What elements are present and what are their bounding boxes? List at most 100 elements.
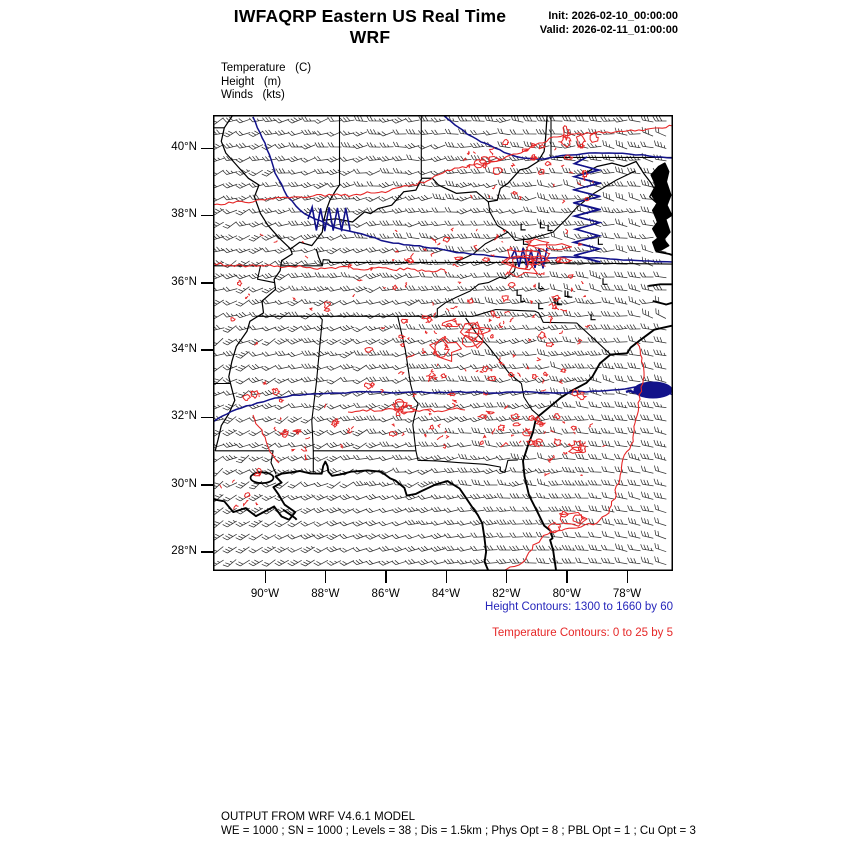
state-border (487, 170, 636, 242)
legend-line: Temperature (C) (221, 62, 312, 74)
lon-tick-mark (385, 571, 387, 583)
temperature-contour-loop (560, 136, 572, 148)
lon-tick-mark (626, 571, 629, 583)
chesapeake-bay (650, 162, 673, 252)
river (582, 160, 666, 211)
lon-tick-label: 78°W (612, 588, 642, 600)
temperature-contour-loop (530, 255, 551, 263)
height-contour-cluster (571, 156, 603, 263)
state-border (473, 308, 611, 355)
temperature-contour-loop (492, 167, 504, 175)
height-contours (213, 115, 673, 423)
temperature-contours (213, 124, 673, 571)
lon-tick-label: 86°W (371, 588, 400, 600)
state-border (397, 316, 419, 451)
temperature-contour-loop (459, 322, 481, 342)
lat-tick-mark (201, 416, 213, 419)
coastline (652, 300, 673, 306)
coastline (655, 250, 673, 256)
temperature-contour-loop (250, 389, 262, 399)
lat-tick-label: 36°N (171, 275, 197, 288)
lat-tick-label: 40°N (171, 141, 197, 153)
lon-tick-mark (324, 571, 327, 583)
temperature-contour-loop (473, 159, 488, 169)
state-border (215, 450, 277, 475)
valid-value: 2026-02-11_01:00:00 (572, 24, 678, 36)
valid-label: Valid: (539, 24, 570, 36)
temperature-contour-line (347, 407, 466, 413)
legend-line: Height (m) (221, 75, 282, 88)
temperature-contour-speckles (219, 138, 607, 510)
variables-legend: Temperature (C) Height (m) Winds (kts) (221, 62, 311, 103)
height-contour-line (252, 116, 673, 263)
coastline (213, 460, 490, 571)
coastline (522, 324, 673, 571)
temperature-contour-loop (468, 321, 484, 349)
lon-tick-label: 90°W (250, 588, 280, 600)
height-contour-caption: Height Contours: 1300 to 1660 by 60 (485, 601, 673, 613)
temperature-contour-loop (524, 238, 550, 247)
temperature-contour-line (502, 342, 645, 571)
state-border (313, 450, 518, 473)
lon-tick-mark (566, 571, 568, 583)
legend-line: Winds (kts) (221, 89, 285, 101)
lon-tick-label: 84°W (431, 588, 461, 600)
temperature-contour-loop (562, 125, 572, 141)
coastline (648, 283, 672, 287)
map-border (213, 115, 673, 571)
temperature-contour-loop (545, 243, 572, 251)
lat-tick-label: 38°N (171, 208, 197, 221)
temperature-contour-line (252, 414, 280, 464)
temperature-contour-caption: Temperature Contours: 0 to 25 by 5 (492, 627, 673, 639)
height-contour-line (213, 385, 673, 423)
lat-tick-label: 34°N (171, 342, 197, 355)
temperature-contour-loop (577, 444, 587, 454)
temperature-contour-loop (547, 521, 562, 534)
temperature-contour-loop (432, 338, 451, 359)
lat-tick-mark (201, 282, 213, 284)
init-value: 2026-02-10_00:00:00 (571, 10, 678, 22)
map-frame (213, 115, 673, 571)
lat-tick-mark (201, 484, 213, 486)
lat-tick-label: 30°N (171, 477, 197, 490)
page-title: IWFAQRP Eastern US Real Time WRF (233, 6, 507, 47)
footer-namelist-line: WE = 1000 ; SN = 1000 ; Levels = 38 ; Di… (221, 825, 696, 837)
lake-pontchartrain (249, 471, 275, 485)
height-contour-cluster (307, 206, 351, 232)
init-label: Init: (548, 10, 569, 22)
state-border (311, 315, 323, 473)
temperature-contour-loop (478, 156, 491, 165)
lon-tick-label: 80°W (552, 588, 581, 600)
river (315, 248, 323, 267)
river (214, 115, 293, 451)
river (323, 184, 341, 221)
temperature-contour-loop (567, 446, 584, 454)
temperature-contour-loop (242, 393, 251, 401)
footer-model-line: OUTPUT FROM WRF V4.6.1 MODEL (221, 811, 416, 823)
temperature-contour-loop (464, 327, 491, 335)
height-contour-line (442, 115, 673, 160)
lat-tick-label: 28°N (171, 544, 197, 557)
temperature-contour-loop (589, 131, 599, 144)
init-timestamp: Init: 2026-02-10_00:00:00 (540, 9, 678, 23)
temperature-contour-loop (428, 336, 463, 363)
map-canvas (213, 115, 673, 571)
temperature-contour-loop (461, 334, 483, 348)
state-border (436, 262, 517, 317)
temperature-contour-loop (397, 404, 416, 415)
lon-tick-mark (264, 571, 266, 583)
run-timestamps: Init: 2026-02-10_00:00:00 Valid: 2026-02… (540, 9, 678, 37)
lat-tick-mark (201, 349, 213, 351)
height-contour-blob (625, 388, 673, 394)
temperature-contour-loop (500, 248, 543, 271)
lat-tick-mark (201, 214, 213, 217)
lon-tick-label: 82°W (492, 588, 521, 600)
temperature-contour-loop (441, 319, 462, 328)
valid-timestamp: Valid: 2026-02-11_01:00:00 (540, 23, 678, 37)
lat-tick-label: 32°N (171, 410, 197, 423)
temperature-contour-loop (393, 398, 405, 411)
lon-tick-mark (505, 571, 508, 583)
footer: OUTPUT FROM WRF V4.6.1 MODEL WE = 1000 ;… (221, 810, 696, 838)
lat-tick-mark (201, 147, 213, 149)
